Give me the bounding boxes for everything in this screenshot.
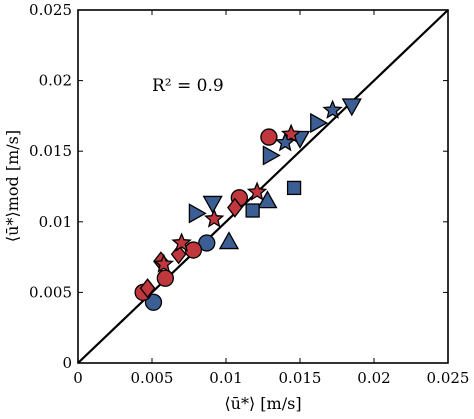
blue-triangle-up-marker (218, 231, 240, 250)
blue-star-marker (274, 131, 296, 152)
blue-circle-marker (198, 234, 216, 252)
y-tick-label: 0.025 (29, 1, 72, 19)
blue-triangle-down-marker (341, 98, 362, 117)
red-diamond-marker (139, 278, 156, 299)
red-diamond-marker (227, 197, 243, 218)
blue-square-marker (245, 203, 260, 218)
reference-line-group (77, 9, 449, 364)
red-star-marker (153, 253, 175, 273)
blue-circle-marker (144, 293, 163, 311)
x-tick-label: 0.015 (279, 369, 322, 387)
blue-triangle-down-marker (202, 195, 223, 214)
blue-square-marker (286, 180, 302, 196)
y-tick-label: 0 (62, 354, 72, 372)
red-star-marker (171, 232, 192, 252)
r-squared-annotation: R² = 0.9 (152, 76, 224, 96)
y-tick-label: 0.01 (39, 213, 72, 231)
plot-frame (77, 9, 449, 364)
x-tick-label: 0 (73, 369, 83, 387)
red-star-marker (246, 181, 268, 201)
y-axis-label: ⟨ū*⟩mod [m/s] (3, 130, 22, 242)
red-star-marker (203, 208, 225, 228)
axis-ticks: 00 0.005 0.005 0.01 0.01 0.015 0.015 0.02 0.02 0.… (29, 1, 469, 387)
x-tick-label: 0.005 (131, 369, 174, 387)
red-diamond-marker (170, 244, 187, 265)
blue-triangle-right-marker (310, 112, 329, 134)
blue-triangle-right-marker (262, 145, 281, 166)
x-axis-label: ⟨ū*⟩ [m/s] (224, 394, 301, 413)
one-to-one-line (77, 9, 449, 364)
y-tick-label: 0.005 (29, 283, 72, 301)
red-circle-marker (184, 241, 203, 259)
x-tick-label: 0.02 (357, 369, 390, 387)
blue-triangle-right-marker (188, 203, 207, 224)
x-tick-label: 0.025 (427, 369, 470, 387)
red-circle-marker (156, 269, 174, 287)
x-tick-label: 0.01 (209, 369, 242, 387)
y-tick-label: 0.02 (39, 72, 72, 90)
data-markers (134, 98, 362, 311)
red-circle-marker (260, 128, 278, 146)
blue-star-marker (322, 99, 343, 119)
y-tick-label: 0.015 (29, 142, 72, 160)
